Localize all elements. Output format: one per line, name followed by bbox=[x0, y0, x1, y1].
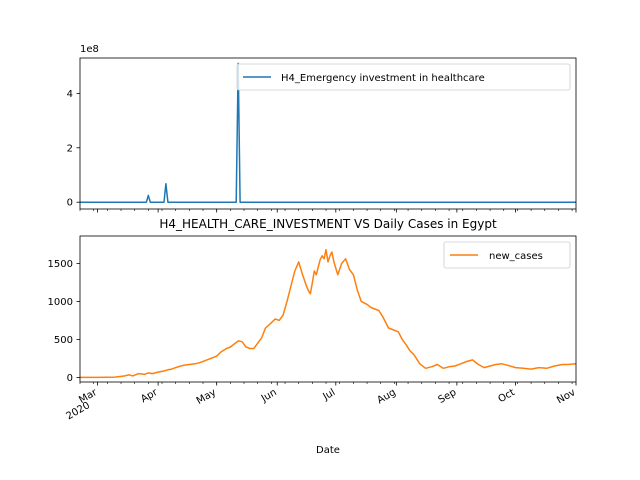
bottom-legend-box bbox=[443, 241, 571, 269]
top-y-tick-label: 4 bbox=[67, 89, 73, 100]
top-y-ticks: 0 2 4 bbox=[67, 89, 80, 209]
bottom-y-ticks: 0 500 1000 1500 bbox=[48, 259, 80, 384]
top-y-multiplier-label: 1e8 bbox=[80, 44, 99, 55]
panel-top: 0 2 4 1e8 H4_Emergency investment in healt… bbox=[67, 44, 577, 213]
x-axis-title: Date bbox=[316, 445, 340, 456]
panel-bottom: H4_HEALTH_CARE_INVESTMENT VS Daily Cases… bbox=[48, 217, 578, 456]
top-y-tick-label: 2 bbox=[67, 143, 73, 154]
bottom-y-tick-label: 0 bbox=[67, 373, 73, 384]
bottom-legend-label: new_cases bbox=[489, 251, 543, 262]
top-series-line-0 bbox=[80, 62, 576, 203]
bottom-y-tick-label: 1000 bbox=[48, 297, 73, 308]
top-x-ticks bbox=[79, 209, 577, 213]
top-legend: H4_Emergency investment in healthcare bbox=[236, 63, 571, 91]
top-legend-label: H4_Emergency investment in healthcare bbox=[281, 73, 485, 84]
top-axes-frame bbox=[79, 57, 577, 210]
top-legend-box bbox=[236, 63, 571, 91]
bottom-legend: new_cases bbox=[443, 241, 571, 269]
bottom-series-lines bbox=[80, 248, 577, 379]
bottom-series-line-0 bbox=[80, 248, 577, 379]
bottom-y-tick-label: 1500 bbox=[48, 259, 73, 270]
bottom-y-tick-label: 500 bbox=[54, 335, 73, 346]
bottom-axes-frame bbox=[79, 235, 577, 383]
chart-title: H4_HEALTH_CARE_INVESTMENT VS Daily Cases… bbox=[159, 217, 497, 231]
top-series-lines bbox=[80, 62, 576, 203]
top-y-tick-label: 0 bbox=[67, 198, 73, 209]
